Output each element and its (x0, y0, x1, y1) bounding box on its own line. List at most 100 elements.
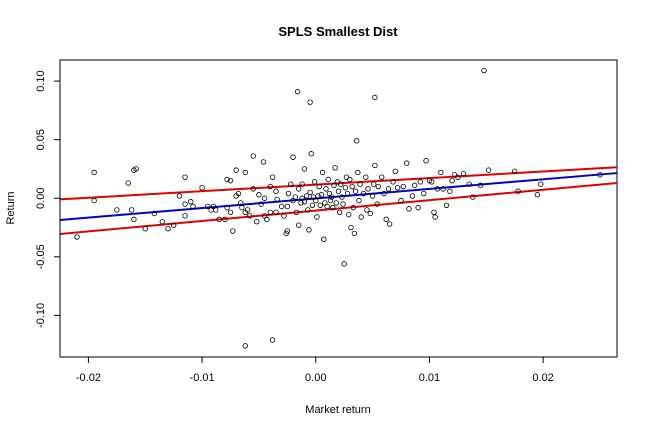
data-point (253, 218, 260, 225)
data-point (333, 200, 339, 206)
data-point (477, 182, 484, 189)
regression-lines (59, 166, 618, 235)
data-point (341, 261, 347, 267)
data-point (278, 203, 285, 210)
data-point (398, 197, 404, 204)
data-point (364, 207, 370, 213)
data-point (342, 184, 349, 191)
data-point (176, 193, 183, 199)
data-point (247, 213, 253, 219)
data-point (284, 228, 291, 234)
data-point (261, 195, 268, 201)
data-point (151, 210, 158, 217)
y-tick-label: -0.05 (35, 244, 47, 269)
data-point (230, 228, 236, 234)
data-point (325, 176, 331, 183)
data-point (372, 94, 378, 101)
data-point (242, 343, 248, 349)
data-point (258, 201, 264, 207)
data-point (423, 158, 429, 164)
plot-area (59, 59, 618, 358)
data-point (411, 182, 418, 189)
data-point (91, 169, 97, 176)
data-point (434, 186, 441, 192)
data-point (360, 190, 367, 197)
data-point (292, 194, 298, 200)
data-point (363, 174, 369, 180)
data-point (330, 204, 336, 211)
data-point (318, 192, 325, 198)
data-point (327, 197, 334, 204)
data-point (199, 184, 205, 191)
y-tick-label: 0.05 (35, 129, 47, 150)
data-point (538, 181, 544, 187)
data-point (390, 179, 396, 185)
data-point (383, 216, 389, 223)
data-point (339, 194, 345, 200)
data-point (242, 169, 248, 176)
data-point (285, 190, 292, 197)
data-point (260, 159, 267, 165)
data-point (128, 207, 135, 213)
data-point (357, 181, 363, 187)
data-point (273, 188, 279, 194)
data-point (227, 209, 234, 216)
data-point (338, 181, 344, 187)
data-point (213, 207, 219, 213)
data-point (306, 227, 312, 233)
data-point (381, 190, 387, 197)
data-point (316, 183, 322, 190)
data-point (267, 209, 273, 216)
data-point (188, 199, 194, 205)
chart-title: SPLS Smallest Dist (278, 24, 398, 39)
data-point (375, 183, 381, 190)
data-point (455, 174, 461, 180)
data-point (417, 179, 424, 185)
data-point (305, 207, 311, 213)
data-point (447, 188, 453, 194)
data-point (301, 166, 308, 172)
data-point (227, 177, 234, 184)
data-point (315, 193, 321, 199)
data-point (324, 203, 330, 210)
data-point (346, 211, 352, 218)
data-point (288, 181, 294, 187)
data-point (371, 181, 377, 187)
data-point (415, 204, 421, 211)
x-tick-label: 0.02 (532, 372, 553, 384)
data-point (534, 192, 541, 198)
data-point (432, 214, 438, 220)
data-point (256, 192, 262, 198)
data-point (170, 222, 177, 228)
y-axis-label: Return (5, 191, 17, 224)
data-point (404, 160, 410, 166)
data-point (350, 204, 356, 211)
data-point (369, 193, 376, 199)
data-point (485, 167, 492, 173)
data-point (449, 177, 455, 184)
data-point (365, 186, 371, 192)
data-point (323, 186, 329, 192)
data-point (469, 194, 476, 200)
data-point (205, 203, 211, 210)
data-point (511, 168, 518, 174)
data-point (296, 222, 302, 228)
data-point (597, 172, 603, 178)
data-point (321, 236, 327, 242)
data-point (290, 154, 296, 160)
data-point (348, 224, 354, 231)
data-point (308, 151, 314, 157)
data-point (224, 204, 230, 211)
data-point (515, 188, 521, 194)
data-point (328, 194, 335, 200)
data-point (142, 226, 148, 232)
data-point (385, 186, 392, 192)
data-point (269, 174, 276, 180)
x-axis: -0.02 -0.01 0.00 0.01 0.02 (76, 356, 554, 384)
data-point (303, 193, 310, 199)
data-point (352, 188, 359, 194)
data-point (344, 190, 351, 197)
data-point (182, 201, 188, 207)
data-point (438, 169, 444, 176)
data-points (74, 67, 603, 349)
